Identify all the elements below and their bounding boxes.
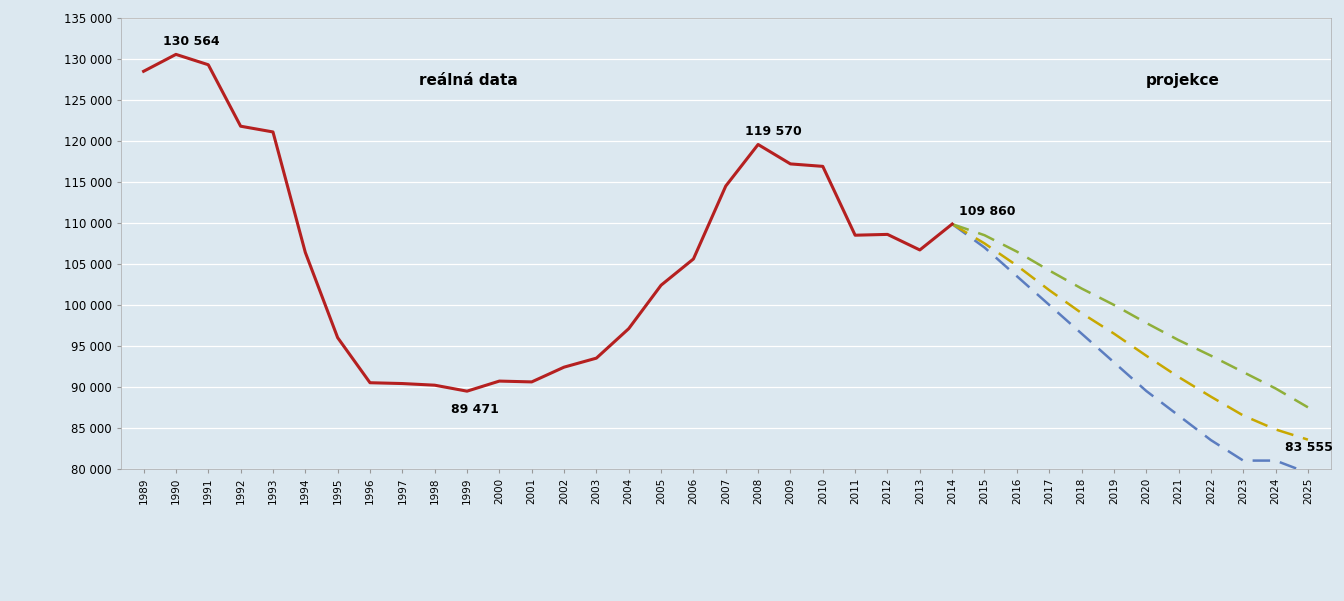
Text: 83 555: 83 555 xyxy=(1285,441,1333,454)
Text: 130 564: 130 564 xyxy=(163,35,219,48)
Text: 109 860: 109 860 xyxy=(958,205,1015,218)
Text: 119 570: 119 570 xyxy=(745,125,802,138)
Text: 89 471: 89 471 xyxy=(450,403,499,416)
Text: projekce: projekce xyxy=(1146,73,1220,88)
Text: reálná data: reálná data xyxy=(418,73,517,88)
